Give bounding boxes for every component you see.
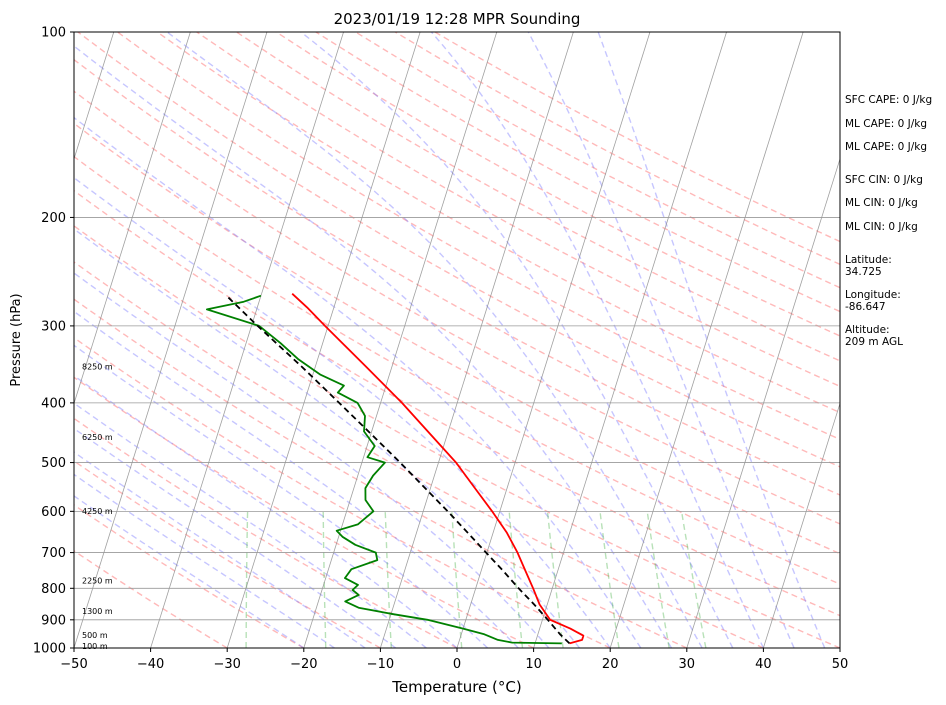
y-tick-label: 900 — [41, 613, 66, 628]
dry-adiabat — [74, 549, 228, 648]
y-tick-label: 600 — [41, 505, 66, 520]
ml-cape-text-2: ML CAPE: 0 J/kg — [845, 141, 928, 153]
chart-title: 2023/01/19 12:28 MPR Sounding — [334, 10, 581, 28]
moist-adiabat — [74, 45, 673, 648]
isotherm — [686, 157, 840, 648]
x-tick-label: 40 — [755, 657, 772, 672]
isotherm — [533, 32, 727, 648]
dry-adiabat — [74, 224, 840, 648]
height-label: 4250 m — [82, 507, 113, 516]
dry-adiabat — [117, 32, 840, 441]
isotherm — [380, 32, 574, 648]
x-tick-label: −50 — [60, 657, 87, 672]
isotherm — [74, 32, 268, 648]
dry-adiabat — [74, 460, 381, 648]
x-tick-label: −30 — [213, 657, 240, 672]
dry-adiabat — [74, 336, 611, 648]
ml-cin-text: ML CIN: 0 J/kg — [845, 197, 918, 209]
dry-adiabat — [74, 417, 458, 648]
sfc-cin-text: SFC CIN: 0 J/kg — [845, 174, 923, 186]
dry-adiabat — [74, 90, 840, 525]
moist-adiabat — [300, 32, 734, 648]
y-tick-label: 500 — [41, 456, 66, 471]
height-labels: 8250 m 6250 m 4250 m 2250 m 1300 m 500 m 100 m — [82, 363, 113, 652]
background-grid — [74, 32, 840, 648]
dry-adiabat — [196, 32, 840, 388]
latitude-text: Latitude: 34.725 — [845, 254, 892, 278]
dry-adiabat — [74, 122, 840, 555]
height-label: 500 m — [82, 631, 108, 640]
sounding-series — [206, 293, 585, 645]
mixing-ratio-line — [245, 511, 249, 648]
moist-adiabat — [74, 176, 611, 648]
height-label: 2250 m — [82, 576, 113, 585]
x-tick-label: 30 — [679, 657, 696, 672]
moist-adiabat — [74, 402, 427, 648]
mixing-ratio-line — [646, 511, 670, 648]
ml-cin-text-2: ML CIN: 0 J/kg — [845, 221, 918, 233]
moist-adiabat — [74, 374, 458, 648]
y-tick-label: 200 — [41, 211, 66, 226]
dry-adiabat — [74, 58, 840, 496]
moist-adiabat — [527, 32, 795, 648]
dry-adiabat — [315, 32, 840, 313]
moist-adiabat — [430, 32, 765, 648]
isotherm — [150, 32, 344, 648]
y-tick-label: 400 — [41, 396, 66, 411]
mixing-ratio-line — [680, 511, 707, 648]
isotherm — [303, 32, 498, 648]
y-tick-label: 1000 — [33, 642, 66, 657]
parcel-profile-line — [225, 295, 571, 645]
x-tick-label: 50 — [832, 657, 849, 672]
moist-adiabat — [597, 32, 826, 648]
moist-adiabat — [74, 116, 642, 648]
isotherm — [763, 402, 840, 648]
longitude-text: Longitude: -86.647 — [845, 289, 901, 313]
y-tick-label: 800 — [41, 582, 66, 597]
dry-adiabat — [74, 155, 840, 585]
dry-adiabat — [74, 376, 534, 648]
x-tick-label: 0 — [453, 657, 461, 672]
isotherm — [74, 32, 115, 161]
x-axis-label: Temperature (°C) — [391, 678, 521, 696]
x-tick-label: 20 — [602, 657, 619, 672]
isotherm — [456, 32, 651, 648]
sfc-cape-text: SFC CAPE: 0 J/kg — [845, 94, 933, 106]
dry-adiabat — [236, 32, 840, 362]
temperature-line — [291, 293, 585, 645]
moist-adiabat — [74, 310, 519, 648]
x-tick-label: −40 — [137, 657, 164, 672]
y-tick-label: 700 — [41, 546, 66, 561]
height-label: 1300 m — [82, 607, 113, 616]
height-label: 100 m — [82, 642, 108, 651]
isotherm — [609, 32, 804, 648]
dry-adiabat — [74, 298, 688, 648]
moist-adiabat — [74, 427, 397, 648]
y-axis-label: Pressure (hPa) — [9, 293, 24, 386]
moist-adiabat — [166, 32, 703, 648]
plot-frame — [73, 31, 841, 649]
moist-adiabat — [74, 344, 489, 648]
moist-adiabat — [74, 228, 581, 648]
isotherm — [74, 32, 191, 405]
height-label: 6250 m — [82, 433, 113, 442]
x-tick-label: −20 — [290, 657, 317, 672]
dry-adiabat — [355, 32, 840, 289]
dry-adiabat — [74, 189, 840, 617]
y-tick-label: 100 — [41, 26, 66, 41]
isotherm — [226, 32, 421, 648]
moist-adiabat — [74, 272, 550, 648]
x-tick-label: −10 — [367, 657, 394, 672]
dry-adiabat — [77, 32, 840, 468]
ml-cape-text: ML CAPE: 0 J/kg — [845, 118, 928, 130]
dewpoint-line — [206, 294, 562, 645]
height-label: 8250 m — [82, 363, 113, 372]
dry-adiabat — [74, 261, 764, 648]
altitude-text: Altitude: 209 m AGL — [845, 324, 903, 348]
y-tick-label: 300 — [41, 319, 66, 334]
x-tick-label: 10 — [525, 657, 542, 672]
